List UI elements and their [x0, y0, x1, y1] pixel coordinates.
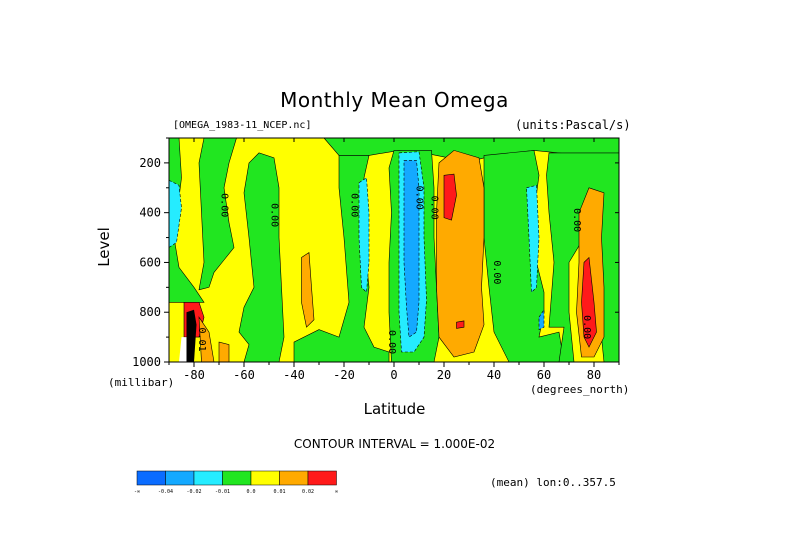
fill-cyan-south-20 — [358, 177, 370, 293]
colorbar-label: 0.01 — [273, 489, 285, 495]
y-axis-label: Level — [94, 227, 113, 267]
units-label: (units:Pascal/s) — [515, 118, 631, 132]
y-tick-label: 800 — [139, 305, 161, 319]
colorbar-swatch — [307, 470, 337, 486]
fill-green-southpole-left — [168, 137, 205, 303]
y-tick-label: 200 — [139, 156, 161, 170]
colorbar-swatch — [222, 470, 252, 486]
contour-label: 0.00 — [269, 203, 280, 227]
contour-label: 0.00 — [219, 193, 230, 217]
fill-red-25n — [443, 173, 457, 221]
x-tick-label: -40 — [283, 368, 305, 382]
contour-label: 0.00 — [414, 186, 425, 210]
contour-label: 0.00 — [429, 196, 440, 220]
y-tick-label: 600 — [139, 255, 161, 269]
fill-green-south-70 — [198, 137, 237, 291]
y-tick-label: 1000 — [132, 355, 161, 369]
fill-cyan-60n-dot — [538, 308, 545, 331]
colorbar-label: -0.04 — [158, 489, 173, 495]
file-label: [OMEGA_1983-11_NCEP.nc] — [173, 120, 312, 131]
fill-white-nodata — [179, 337, 187, 362]
fill-black-topography — [186, 309, 197, 362]
x-tick-label: -80 — [183, 368, 205, 382]
fill-orange-40s — [301, 251, 315, 328]
y-tick-label: 400 — [139, 206, 161, 220]
y-axis-unit: (millibar) — [108, 376, 175, 389]
x-tick-label: 60 — [537, 368, 551, 382]
colorbar-label: 0.02 — [302, 489, 314, 495]
x-tick-label: -60 — [233, 368, 255, 382]
colorbar-label: ∞ — [335, 489, 338, 495]
x-tick-label: 40 — [487, 368, 501, 382]
colorbar-swatch — [279, 470, 309, 486]
x-tick-label: 20 — [437, 368, 451, 382]
x-axis-unit: (degrees_north) — [530, 383, 630, 396]
chart-title: Monthly Mean Omega — [280, 88, 509, 112]
fill-cyan-60n — [526, 184, 540, 293]
colorbar-label: -0.02 — [186, 489, 201, 495]
mean-label: (mean) lon:0..357.5 — [490, 476, 616, 489]
contour-label: 0.00 — [349, 193, 360, 217]
colorbar-swatch — [136, 470, 166, 486]
colorbar-label: 0.0 — [246, 489, 255, 495]
fill-blue-equator — [403, 160, 420, 338]
x-tick-label: -20 — [333, 368, 355, 382]
colorbar-swatch — [250, 470, 280, 486]
contour-label: 0.00 — [491, 260, 502, 284]
colorbar-label: -∞ — [134, 489, 140, 495]
fill-red-80n — [581, 256, 597, 348]
x-tick-label: 80 — [587, 368, 601, 382]
x-axis-label: Latitude — [363, 400, 426, 418]
colorbar-label: -0.01 — [215, 489, 230, 495]
contour-label: 0.00 — [386, 330, 397, 354]
colorbar-swatch — [193, 470, 223, 486]
contour-label: 0.01 — [196, 328, 207, 352]
colorbar-swatch — [165, 470, 195, 486]
fill-cyan-southpole — [168, 179, 182, 249]
contour-label: 0.00 — [571, 208, 582, 232]
contour-interval-label: CONTOUR INTERVAL = 1.000E-02 — [293, 437, 496, 451]
fill-red-25n-dot — [456, 320, 465, 329]
fill-orange-south-70-ground — [218, 341, 230, 363]
contour-fill-group — [168, 137, 620, 363]
contour-label: 0.00 — [581, 315, 592, 339]
x-tick-label: 0 — [390, 368, 397, 382]
